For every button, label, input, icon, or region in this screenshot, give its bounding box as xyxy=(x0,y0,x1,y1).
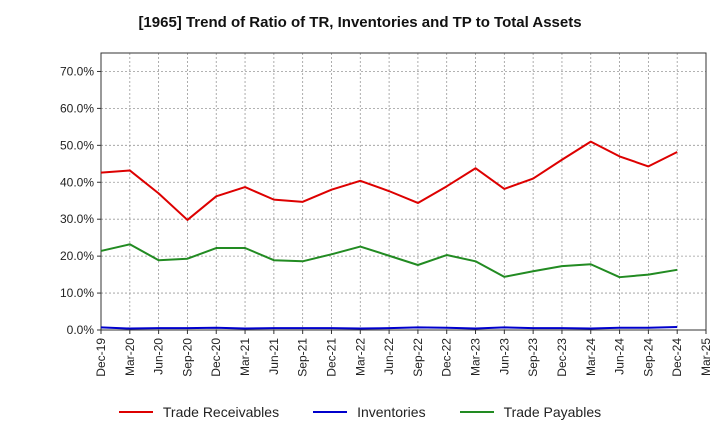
x-tick-label: Sep-20 xyxy=(180,338,194,377)
x-tick-label: Jun-21 xyxy=(267,338,281,375)
legend-item: Trade Receivables xyxy=(118,404,280,420)
x-tick-label: Jun-24 xyxy=(613,338,627,375)
x-tick-label: Mar-22 xyxy=(353,338,367,376)
x-tick-label: Sep-24 xyxy=(641,338,655,377)
y-tick-label: 30.0% xyxy=(60,212,94,226)
x-tick-label: Mar-23 xyxy=(469,338,483,376)
series-line-trade-receivables xyxy=(100,140,678,221)
x-tick-label: Mar-24 xyxy=(584,338,598,376)
y-tick-label: 70.0% xyxy=(60,64,94,78)
y-tick-label: 20.0% xyxy=(60,249,94,263)
y-tick-label: 10.0% xyxy=(60,286,94,300)
y-tick-label: 0.0% xyxy=(67,323,95,337)
x-tick-label: Mar-25 xyxy=(699,338,713,376)
y-tick-label: 50.0% xyxy=(60,138,94,152)
chart-title: [1965] Trend of Ratio of TR, Inventories… xyxy=(138,14,582,31)
legend-item: Trade Payables xyxy=(459,404,602,420)
x-tick-label: Sep-21 xyxy=(296,338,310,377)
legend-swatch xyxy=(459,411,494,413)
x-tick-label: Sep-23 xyxy=(526,338,540,377)
x-tick-label: Dec-19 xyxy=(94,338,108,377)
legend-swatch xyxy=(313,411,348,413)
plot-frame xyxy=(100,52,707,331)
x-tick-label: Dec-20 xyxy=(209,338,223,377)
x-tick-label: Mar-21 xyxy=(238,338,252,376)
x-tick-label: Sep-22 xyxy=(411,338,425,377)
legend-label: Inventories xyxy=(357,404,426,420)
x-tick-label: Jun-23 xyxy=(497,338,511,375)
x-tick-label: Jun-20 xyxy=(152,338,166,375)
legend: Trade Receivables Inventories Trade Payabl… xyxy=(0,404,720,420)
x-tick-label: Dec-24 xyxy=(670,338,684,377)
series-line-trade-payables xyxy=(100,243,678,279)
x-tick-label: Dec-22 xyxy=(440,338,454,377)
x-tick-label: Mar-20 xyxy=(123,338,137,376)
x-tick-label: Jun-22 xyxy=(382,338,396,375)
y-tick-label: 40.0% xyxy=(60,175,94,189)
x-tick-label: Dec-23 xyxy=(555,338,569,377)
legend-item: Inventories xyxy=(313,404,426,420)
x-tick-label: Dec-21 xyxy=(324,338,338,377)
legend-label: Trade Receivables xyxy=(162,404,280,420)
series-line-inventories xyxy=(100,326,678,330)
legend-label: Trade Payables xyxy=(503,404,602,420)
legend-swatch xyxy=(118,411,153,413)
y-tick-label: 60.0% xyxy=(60,101,94,115)
